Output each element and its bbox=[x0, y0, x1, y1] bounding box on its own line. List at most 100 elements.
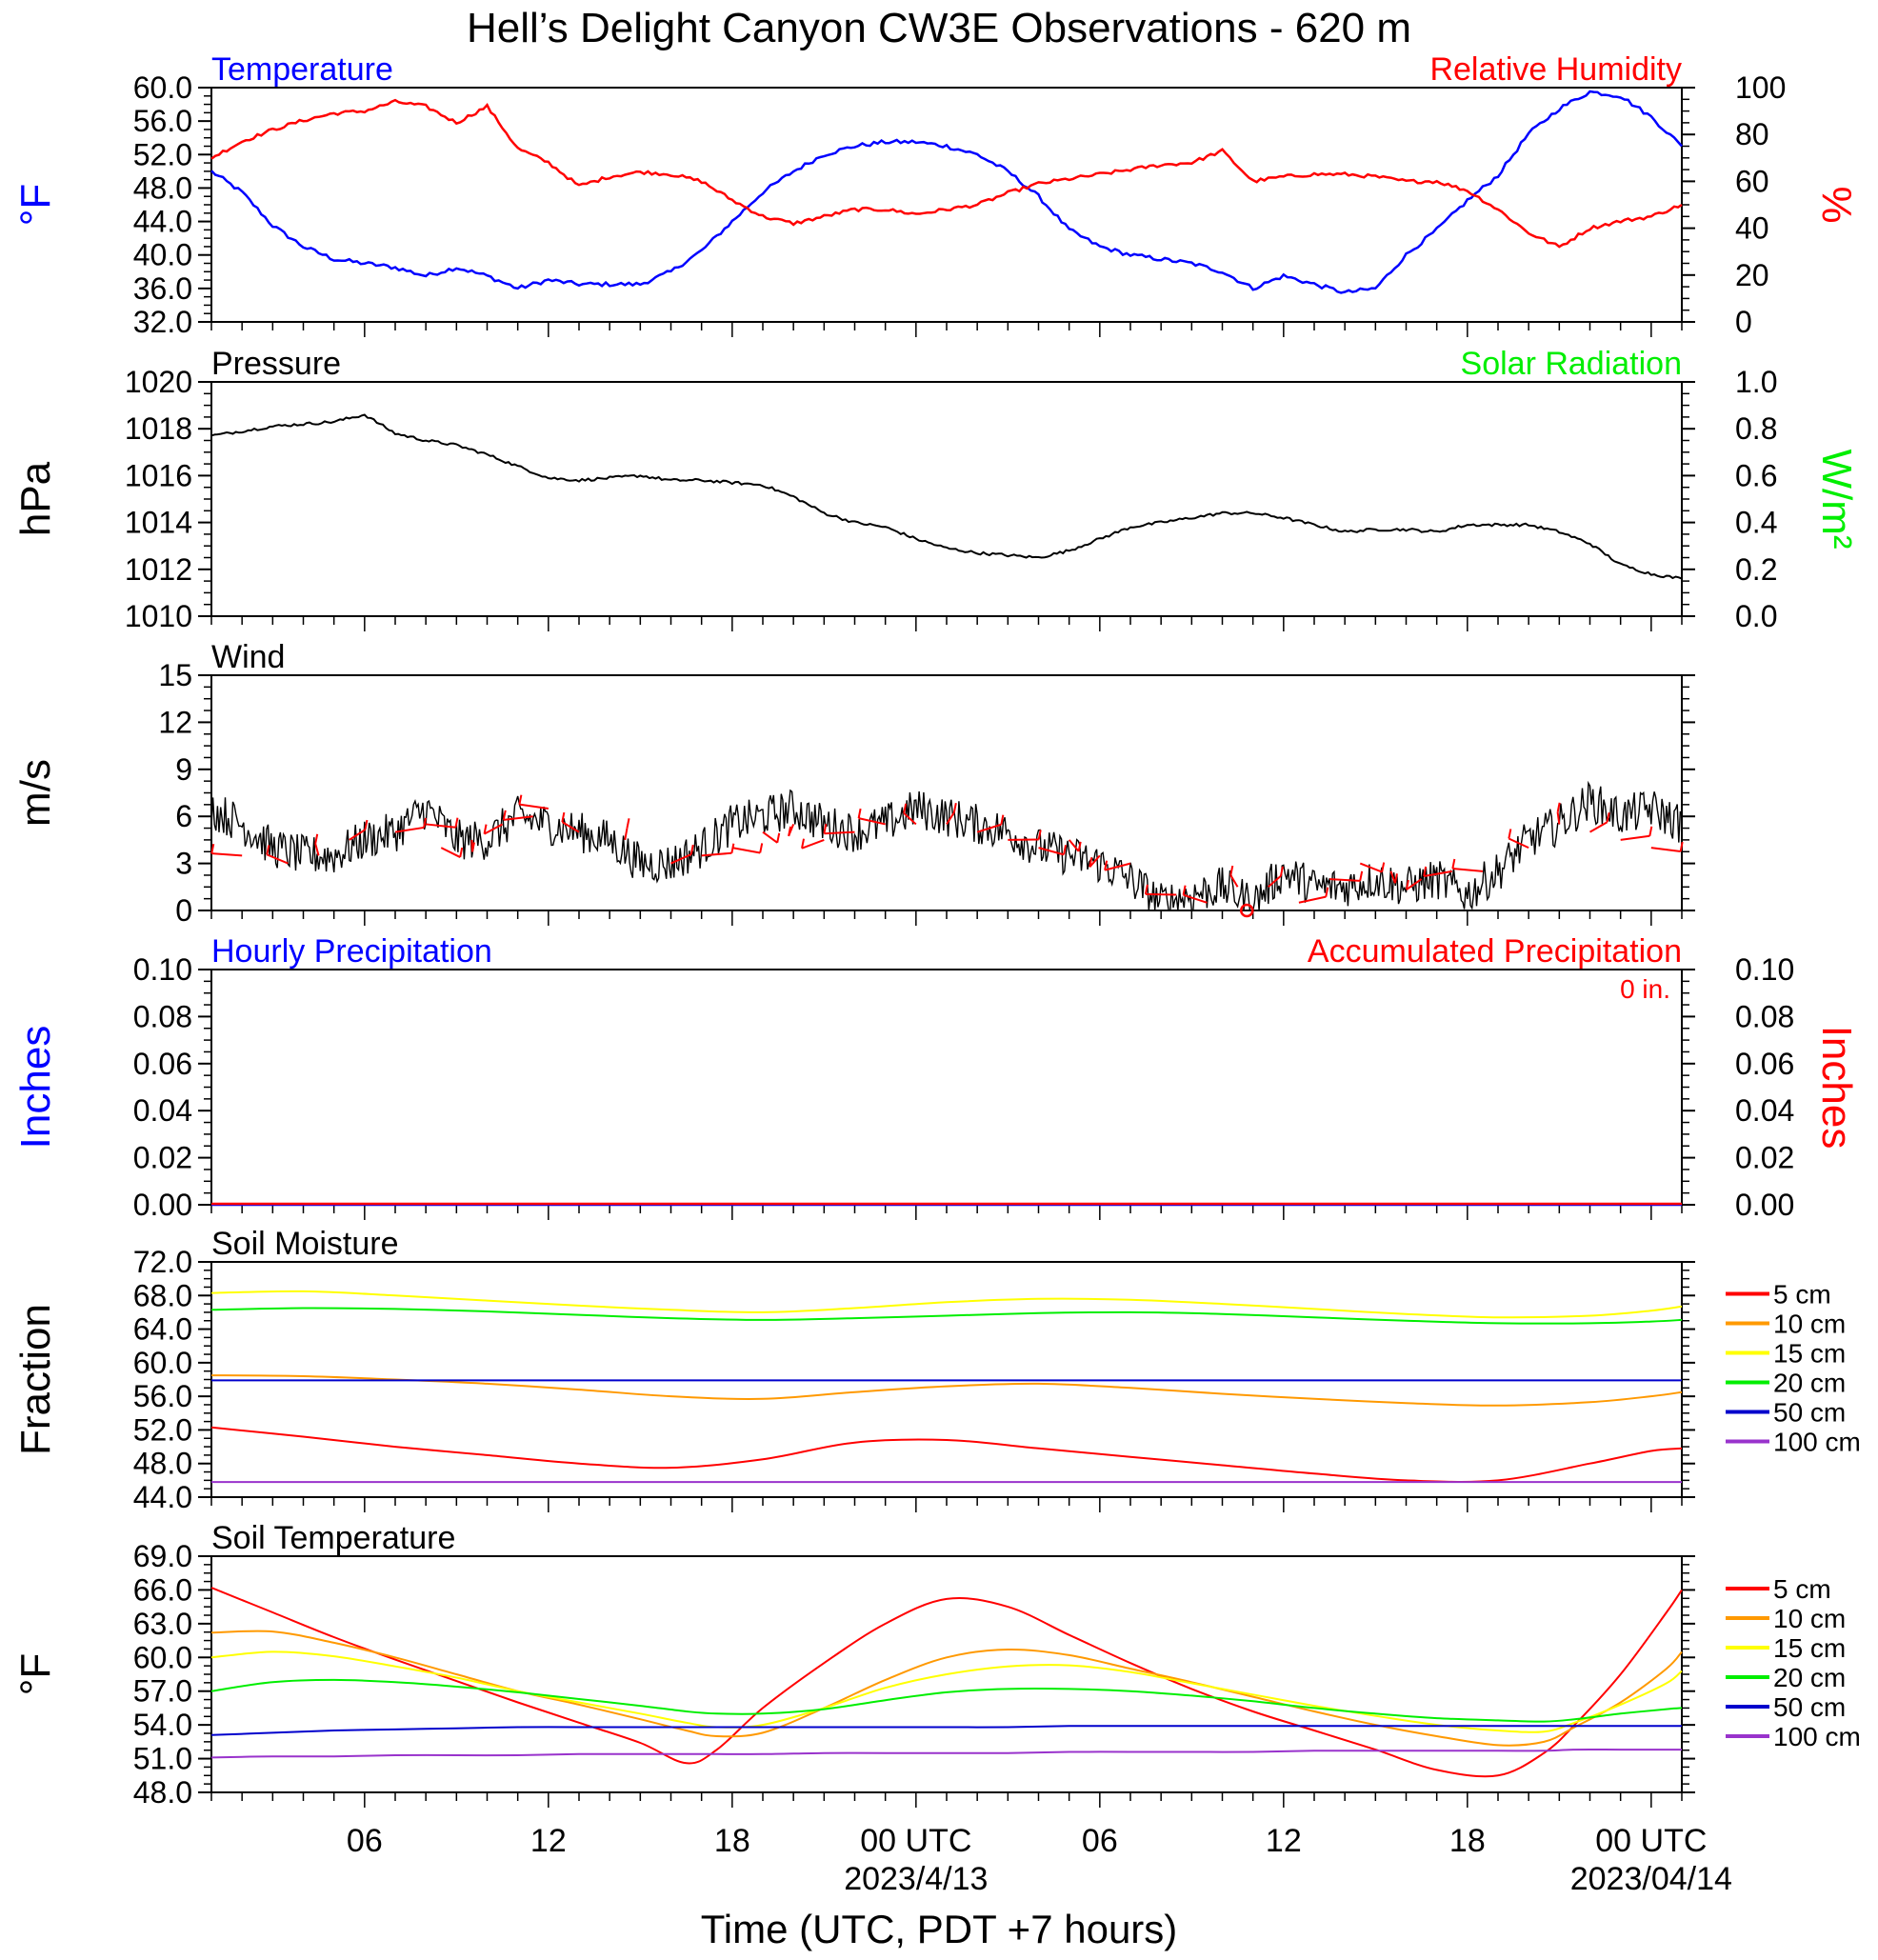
wind-barb bbox=[349, 819, 369, 841]
wind-barb-staff bbox=[762, 830, 778, 844]
y-tick-label-right: 1.0 bbox=[1735, 365, 1777, 399]
legend-label: 10 cm bbox=[1773, 1310, 1846, 1339]
panel-title-left: Hourly Precipitation bbox=[211, 933, 492, 970]
wind-barb-flag bbox=[1451, 858, 1456, 870]
wind-barb bbox=[788, 824, 795, 837]
y-tick-label: 52.0 bbox=[133, 1412, 192, 1447]
wind-barb-staff bbox=[824, 830, 855, 835]
y-tick-label: 32.0 bbox=[133, 305, 192, 339]
y-tick-label: 0 bbox=[175, 893, 192, 928]
wind-barb bbox=[1182, 885, 1208, 904]
y-tick-label: 0.02 bbox=[133, 1141, 192, 1175]
wind-barb bbox=[1144, 884, 1177, 896]
wind-barb bbox=[518, 794, 549, 810]
series-line-soil-moisture bbox=[210, 1374, 1683, 1407]
panel-title-left: Soil Temperature bbox=[211, 1520, 455, 1556]
legend-label: 5 cm bbox=[1773, 1280, 1831, 1310]
wind-barb-flag bbox=[1423, 866, 1428, 877]
panel-frame bbox=[210, 674, 1683, 911]
wind-barb bbox=[1268, 866, 1284, 889]
wind-barb bbox=[561, 811, 580, 833]
wind-barb bbox=[426, 817, 459, 829]
wind-barb-flag bbox=[1144, 884, 1149, 895]
wind-barb-flag bbox=[210, 843, 215, 854]
y-tick-label: 68.0 bbox=[133, 1278, 192, 1312]
y-tick-label: 12 bbox=[158, 705, 192, 739]
series-line-soil-temperature bbox=[210, 1630, 1683, 1747]
wind-barb-staff bbox=[1068, 839, 1080, 852]
chart-title: Hell’s Delight Canyon CW3E Observations … bbox=[467, 5, 1411, 51]
y-tick-label-right: 100 bbox=[1735, 70, 1786, 105]
wind-barb-staff bbox=[701, 851, 732, 857]
y-tick-label: 6 bbox=[175, 799, 192, 833]
wind-barb-staff bbox=[624, 828, 629, 841]
x-date-label: 2023/4/13 bbox=[844, 1861, 988, 1897]
wind-barb bbox=[440, 847, 464, 858]
y-tick-label: 1010 bbox=[125, 599, 192, 633]
wind-barb-staff bbox=[503, 815, 533, 821]
calm-wind-circle bbox=[1239, 903, 1254, 918]
panels-group: 32.036.040.044.048.052.056.060.002040608… bbox=[12, 51, 1861, 1810]
x-tick-label: 06 bbox=[347, 1823, 383, 1859]
x-tick-label: 00 UTC bbox=[860, 1823, 971, 1859]
wind-barb-staff bbox=[976, 823, 1002, 833]
wind-barb-flag bbox=[1104, 860, 1109, 870]
y-tick-label: 54.0 bbox=[133, 1708, 192, 1742]
wind-barb-flag bbox=[1089, 857, 1093, 868]
wind-barb bbox=[394, 817, 428, 833]
x-tick-label: 18 bbox=[714, 1823, 750, 1859]
y-tick-label-right: 0.0 bbox=[1735, 599, 1777, 633]
y-tick-label: 57.0 bbox=[133, 1674, 192, 1709]
wind-barb-flag bbox=[1000, 814, 1005, 825]
wind-barb bbox=[1423, 866, 1452, 877]
y-tick-label: 3 bbox=[175, 847, 192, 881]
wind-barb-flag bbox=[314, 833, 319, 845]
y-tick-label: 15 bbox=[158, 658, 192, 692]
x-tick-label: 06 bbox=[1082, 1823, 1118, 1859]
annotation: 0 in. bbox=[1620, 974, 1670, 1004]
wind-barb bbox=[470, 839, 475, 852]
y-tick-label: 44.0 bbox=[133, 1480, 192, 1514]
wind-barb-flag bbox=[823, 824, 828, 834]
wind-barb-staff bbox=[1589, 821, 1608, 833]
wind-barb-flag bbox=[1037, 830, 1042, 840]
y-axis-title-left: Fraction bbox=[12, 1304, 59, 1455]
y-tick-label: 1020 bbox=[125, 365, 192, 399]
wind-barb-flag bbox=[1077, 841, 1082, 852]
wind-barb bbox=[801, 838, 825, 850]
wind-barb bbox=[624, 818, 630, 841]
y-tick-label-right: 40 bbox=[1735, 211, 1769, 246]
wind-barb bbox=[946, 803, 957, 825]
wind-barb-staff bbox=[946, 811, 955, 825]
x-tick-label: 12 bbox=[1266, 1823, 1302, 1859]
wind-barb-staff bbox=[1650, 847, 1681, 853]
wind-barb-staff bbox=[1620, 834, 1650, 841]
legend-label: 100 cm bbox=[1773, 1722, 1861, 1751]
wind-barb-staff bbox=[1089, 854, 1101, 868]
y-tick-label: 48.0 bbox=[133, 170, 192, 205]
wind-barb-staff bbox=[211, 852, 243, 857]
x-tick-label: 12 bbox=[530, 1823, 567, 1859]
wind-barb-flag bbox=[1063, 845, 1068, 855]
y-tick-label-right: 0.08 bbox=[1735, 999, 1794, 1033]
legend-label: 100 cm bbox=[1773, 1428, 1861, 1457]
y-tick-label: 0.00 bbox=[133, 1188, 192, 1222]
wind-barb bbox=[731, 843, 764, 854]
series-line-pressure bbox=[210, 413, 1683, 580]
y-tick-label-right: 20 bbox=[1735, 258, 1769, 292]
wind-barb-flag bbox=[1279, 866, 1284, 876]
wind-barb-staff bbox=[1452, 868, 1484, 872]
series-line-soil-temperature bbox=[210, 1678, 1683, 1723]
wind-barb bbox=[1329, 870, 1364, 882]
wind-barb-staff bbox=[394, 826, 425, 833]
series-line-wind-speed bbox=[210, 780, 1682, 912]
wind-barb-flag bbox=[1606, 812, 1610, 823]
wind-barb bbox=[1650, 841, 1684, 853]
wind-barb-staff bbox=[266, 853, 289, 865]
wind-barb-flag bbox=[903, 803, 908, 814]
y-tick-label-right: 0.8 bbox=[1735, 411, 1777, 446]
wind-barb-staff bbox=[426, 823, 456, 829]
y-tick-label: 0.04 bbox=[133, 1093, 192, 1128]
